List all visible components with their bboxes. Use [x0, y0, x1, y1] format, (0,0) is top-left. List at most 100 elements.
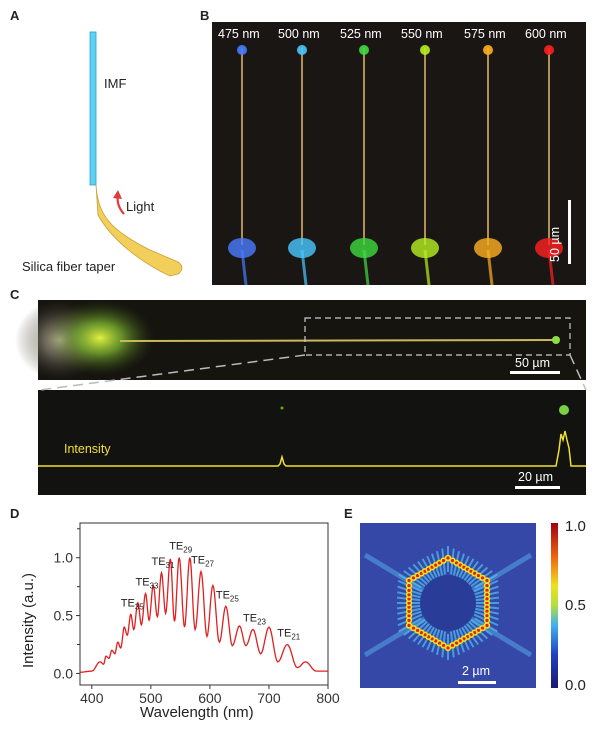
x-axis-label: Wavelength (nm) [140, 704, 254, 721]
zoom-box [304, 317, 571, 356]
input-taper [547, 249, 555, 286]
field-hotspot [480, 626, 485, 630]
wavelength-label: 550 nm [401, 27, 443, 41]
field-hotspot [407, 614, 411, 618]
fiber-bottom-glow [474, 238, 502, 258]
input-taper [300, 249, 308, 286]
taper-label: Silica fiber taper [22, 259, 116, 274]
x-tick-label: 700 [257, 690, 281, 706]
imf-label: IMF [104, 76, 127, 91]
nanofiber [119, 339, 557, 342]
panel-d-label: D [10, 506, 20, 521]
e-scale-bar [458, 681, 496, 684]
intensity-trace [38, 430, 586, 467]
fiber-top-glow [359, 45, 369, 55]
field-hotspot [485, 597, 489, 601]
field-hotspot [485, 584, 489, 588]
wavelength-label: 475 nm [218, 27, 260, 41]
panel-c-bottom-image [38, 390, 586, 495]
field-hotspot [454, 561, 459, 565]
fiber-top-glow [544, 45, 554, 55]
mode-annotation: TE25 [216, 589, 240, 603]
y-tick-label: 0.5 [54, 608, 74, 624]
field-hotspot [485, 605, 489, 609]
field-hotspot [450, 643, 455, 648]
field-hotspot [419, 631, 423, 635]
field-hotspot [407, 584, 411, 588]
light-label: Light [126, 199, 155, 214]
field-hotspot [407, 593, 411, 597]
field-hotspot [485, 588, 489, 592]
wavelength-label: 600 nm [525, 27, 567, 41]
colorbar [551, 523, 558, 688]
input-taper [423, 249, 431, 286]
colorbar-tick-min: 0.0 [565, 677, 586, 694]
x-tick-label: 400 [80, 690, 104, 706]
fiber-bottom-glow [411, 238, 439, 258]
panel-b-micrograph [212, 22, 586, 285]
field-hotspot [411, 576, 416, 580]
field-hotspot [485, 593, 489, 597]
colorbar-tick-max: 1.0 [565, 518, 586, 535]
field-hotspot [485, 618, 489, 622]
field-hotspot [407, 578, 411, 583]
field-hotspot [458, 639, 462, 643]
field-hotspot [473, 571, 477, 575]
light-arrowhead-icon [113, 190, 122, 199]
input-taper [486, 249, 494, 286]
field-hotspot [415, 573, 420, 578]
silica-fiber-taper [95, 184, 183, 277]
zoom-guide-left [39, 354, 306, 391]
mode-annotation: TE21 [277, 628, 301, 642]
field-hotspot [415, 628, 420, 633]
core-region [420, 575, 476, 631]
bottom-output-spot [559, 405, 569, 415]
field-hotspot [407, 588, 411, 592]
panel-e-label: E [344, 506, 353, 521]
c-top-scale-bar [510, 371, 560, 374]
fiber-bottom-glow [288, 238, 316, 258]
output-spot [552, 336, 560, 344]
field-hotspot [446, 646, 450, 650]
coupling-glow [45, 300, 155, 376]
panel-a-label: A [10, 8, 20, 23]
field-hotspot [446, 556, 450, 560]
fiber-top-glow [483, 45, 493, 55]
field-hotspot [437, 641, 442, 645]
field-hotspot [485, 614, 489, 618]
zoom-guide-right [569, 354, 587, 391]
intensity-label: Intensity [64, 442, 111, 456]
panel-b-scale-bar [568, 200, 571, 264]
fiber-bottom-glow [535, 238, 563, 258]
fiber-top-glow [420, 45, 430, 55]
y-tick-label: 0.0 [54, 665, 74, 681]
field-hotspot [434, 563, 438, 567]
field-hotspot [407, 618, 411, 622]
field-hotspot [441, 558, 446, 563]
e-scale-label: 2 µm [462, 664, 491, 678]
field-hotspot [411, 626, 416, 630]
field-hotspot [407, 597, 411, 601]
field-hotspot [407, 609, 411, 613]
field-hotspot [450, 558, 455, 563]
field-hotspot [437, 561, 442, 565]
c-bottom-scale-bar [515, 486, 560, 489]
field-hotspot [476, 573, 481, 578]
y-tick-label: 1.0 [54, 550, 74, 566]
fiber-top-glow [297, 45, 307, 55]
field-hotspot [485, 623, 489, 628]
field-hotspot [485, 601, 489, 605]
mode-annotation: TE31 [151, 556, 175, 570]
x-tick-label: 800 [316, 690, 340, 706]
field-hotspot [407, 605, 411, 609]
field-hotspot [454, 641, 459, 645]
colorbar-tick-mid: 0.5 [565, 597, 586, 614]
c-bottom-scale-label: 20 µm [518, 470, 553, 484]
field-hotspot [476, 628, 481, 633]
mode-annotation: TE27 [191, 555, 215, 569]
